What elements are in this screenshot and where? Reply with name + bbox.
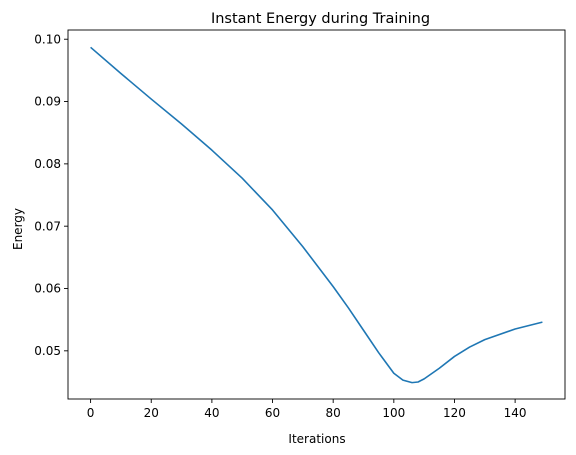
x-tick-label: 20 (144, 406, 159, 420)
y-tick-label: 0.05 (34, 344, 61, 358)
plot-area (67, 29, 566, 400)
x-tick-label: 100 (382, 406, 405, 420)
x-tick-label: 60 (265, 406, 280, 420)
x-tick-label: 80 (326, 406, 341, 420)
plot-frame (67, 29, 566, 400)
chart-title: Instant Energy during Training (211, 11, 430, 27)
y-tick-label: 0.10 (34, 32, 61, 46)
x-tick-label: 120 (443, 406, 466, 420)
series-line-0 (90, 46, 543, 384)
x-axis-label: Iterations (288, 432, 345, 446)
y-tick-label: 0.09 (34, 95, 61, 109)
y-tick-label: 0.06 (34, 282, 61, 296)
x-tick-label: 0 (87, 406, 95, 420)
x-axis: 0 20 40 60 80 100 120 140 (87, 399, 527, 420)
x-tick-label: 40 (204, 406, 219, 420)
y-tick-label: 0.08 (34, 157, 61, 171)
y-tick-label: 0.07 (34, 219, 61, 233)
y-axis: 0.05 0.06 0.07 0.08 0.09 0.10 (34, 32, 68, 358)
x-tick-label: 140 (504, 406, 527, 420)
y-axis-label: Energy (11, 208, 25, 250)
